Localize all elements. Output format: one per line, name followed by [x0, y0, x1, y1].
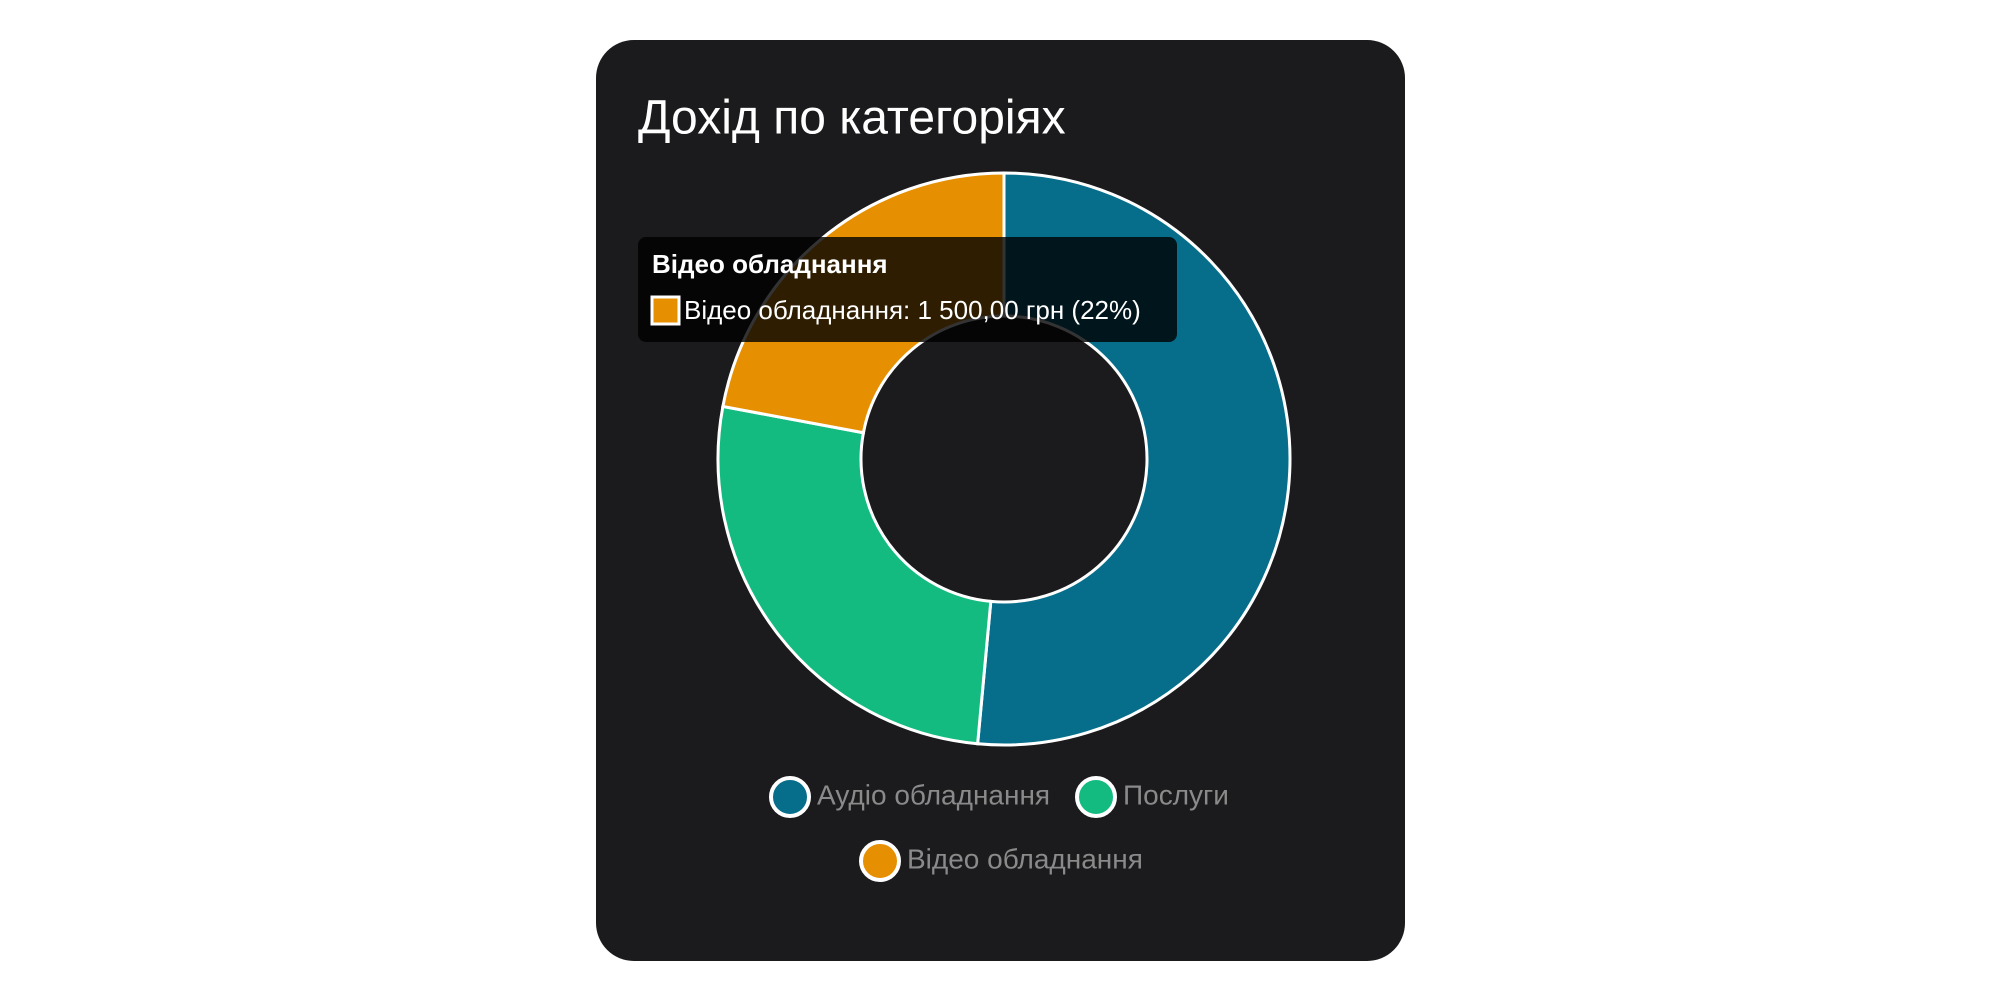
legend-label: Аудіо обладнання — [817, 779, 1050, 810]
tooltip-text: Відео обладнання: 1 500,00 грн (22%) — [684, 295, 1141, 325]
tooltip-swatch — [650, 295, 681, 326]
tooltip: Відео обладнання Відео обладнання: 1 500… — [638, 237, 1177, 342]
legend: Аудіо обладнання Послуги Відео обладнання — [769, 776, 1229, 882]
legend-swatch — [859, 840, 901, 882]
tooltip-box — [638, 237, 1177, 342]
legend-swatch — [769, 776, 811, 818]
legend-label: Послуги — [1123, 779, 1229, 810]
tooltip-title: Відео обладнання — [652, 249, 888, 279]
legend-swatch — [1075, 776, 1117, 818]
legend-label: Відео обладнання — [907, 843, 1143, 874]
doughnut-segment — [716, 404, 993, 746]
chart-title: Дохід по категоріях — [638, 92, 1066, 145]
